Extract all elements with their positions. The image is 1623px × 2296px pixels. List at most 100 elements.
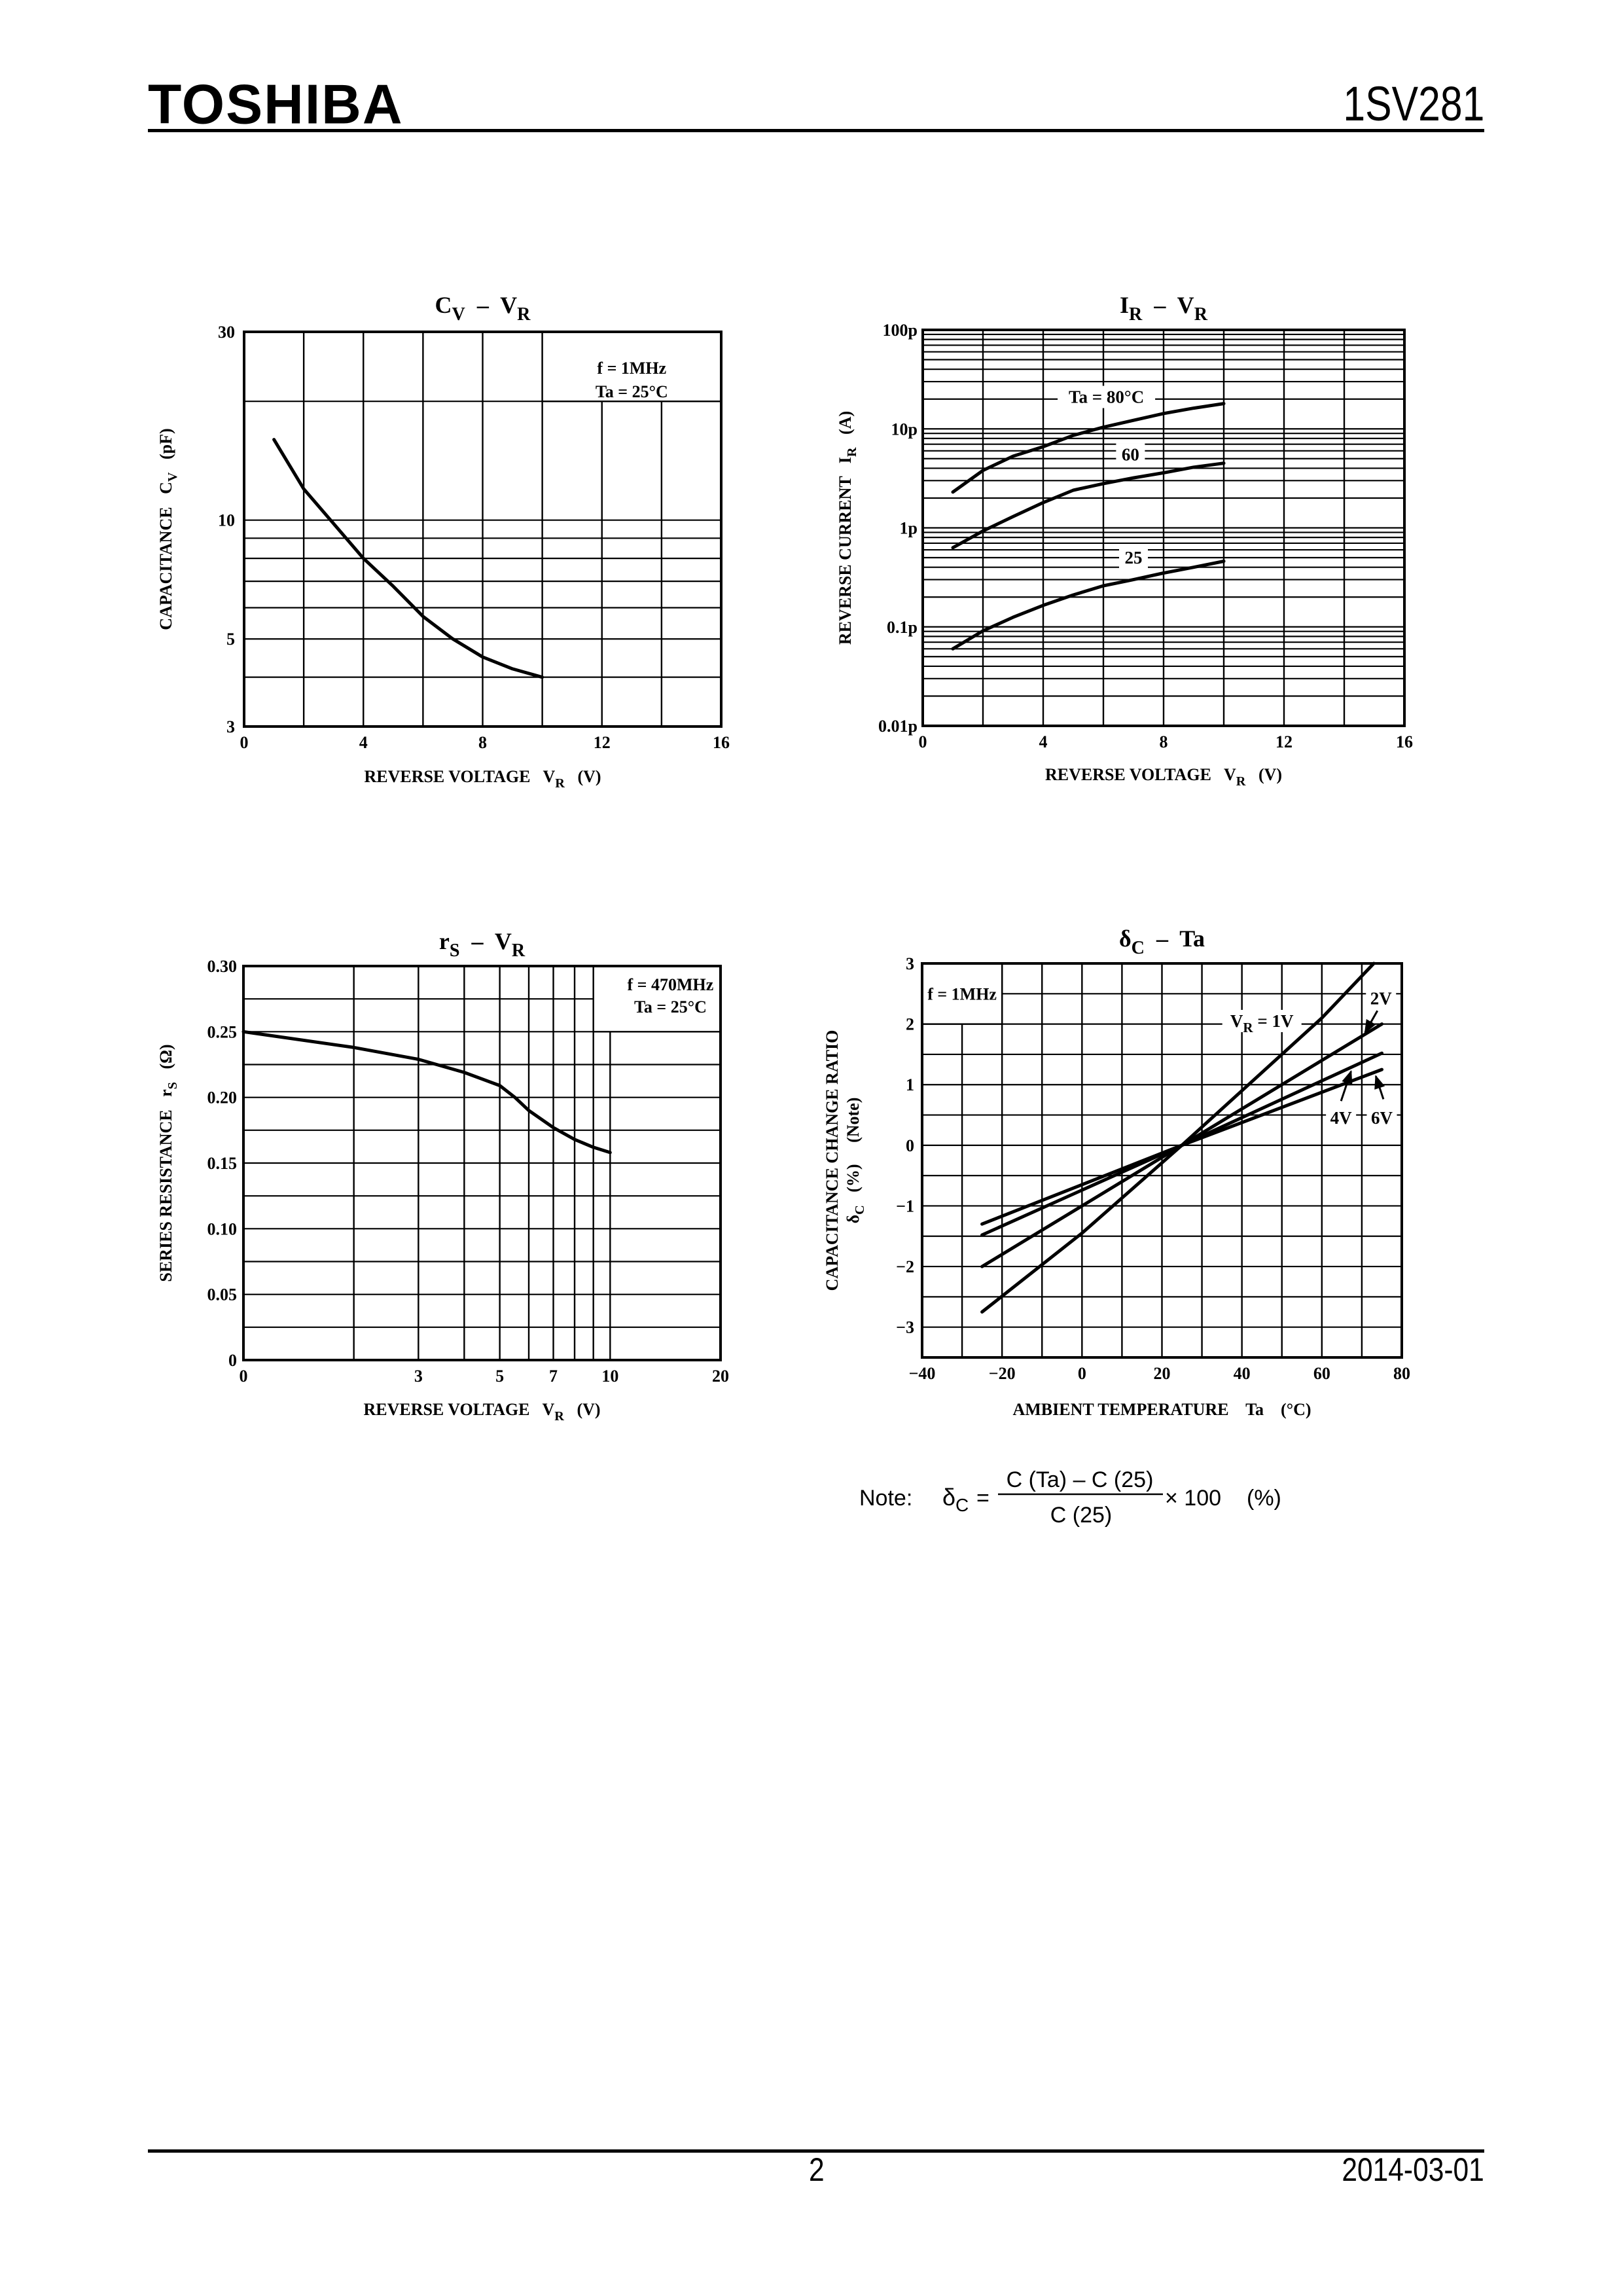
curve-label: 6V: [1371, 1108, 1393, 1128]
arrow-icon: [1340, 1069, 1353, 1102]
x-tick-label: 0: [240, 1367, 248, 1386]
y-tick-label: 2: [906, 1015, 914, 1034]
note-label: Note:: [859, 1486, 912, 1511]
x-tick-label: 0: [240, 733, 249, 752]
chart-3: f = 470MHz Ta = 25°C 0 3 5 7 10 20 0 0.05 0.10 0.15…: [156, 928, 729, 1424]
note-unit: (%): [1247, 1486, 1281, 1511]
series-line-1: [241, 1030, 612, 1155]
curve-label: 4V: [1330, 1108, 1353, 1128]
note-numerator: C (Ta) – C (25): [1007, 1467, 1154, 1492]
y-tick-label: 0.05: [207, 1285, 238, 1304]
y-tick-label: 0.30: [207, 957, 238, 976]
x-tick-label: −40: [909, 1364, 936, 1383]
curve-label-bg: [1366, 1107, 1397, 1130]
y-tick-label: 5: [226, 630, 235, 649]
series-line-1: [980, 961, 1376, 1314]
series-line-1: [272, 438, 544, 679]
plot-frame: [921, 962, 1403, 1359]
x-tick-label: 8: [1160, 732, 1168, 751]
y-tick-label: 100p: [883, 321, 918, 340]
x-tick-label: 7: [549, 1367, 558, 1386]
footer-rule: [148, 2149, 1484, 2153]
header-rule: [148, 129, 1484, 132]
capacitance-change-note: Note: δC = C (Ta) – C (25) C (25) × 100 …: [859, 1467, 1281, 1528]
x-axis-label: REVERSE VOLTAGE VR (V): [1045, 765, 1282, 789]
x-tick-label: 0: [919, 732, 927, 751]
x-axis-label: AMBIENT TEMPERATURE Ta (°C): [1012, 1400, 1311, 1419]
y-tick-label: 0: [906, 1136, 914, 1155]
y-tick-label: 0.10: [207, 1219, 238, 1238]
plot-frame: [243, 331, 722, 728]
conditions-box: [592, 965, 722, 1033]
y-axis-label: SERIES RESISTANCE rS (Ω): [156, 1044, 180, 1282]
y-tick-label: 10: [218, 511, 235, 530]
x-tick-label: 16: [1396, 732, 1413, 751]
series-line-1: [951, 402, 1226, 494]
curve-label: 25: [1125, 548, 1143, 567]
condition-text: Ta = 25°C: [596, 382, 668, 401]
x-tick-label: 10: [601, 1367, 618, 1386]
arrow-icon: [1364, 1010, 1379, 1034]
x-axis-label: REVERSE VOLTAGE VR (V): [363, 1400, 600, 1424]
toshiba-logo: TOSHIBA: [148, 72, 404, 135]
curve-label-bg: [1366, 987, 1397, 1010]
series-line-2: [951, 461, 1226, 550]
condition-text: f = 1MHz: [597, 359, 666, 378]
condition-text: f = 1MHz: [927, 984, 997, 1003]
condition-text: f = 470MHz: [628, 975, 714, 994]
y-tick-label: 0.15: [207, 1154, 238, 1173]
plot-frame: [921, 329, 1406, 727]
chart-1: f = 1MHz Ta = 25°C 0 4 8 12 16 3 5 10 30 CV – VR REV…: [156, 292, 730, 791]
y-tick-label: 0.20: [207, 1088, 238, 1107]
x-tick-label: 8: [478, 733, 487, 752]
part-number: 1SV281: [1343, 77, 1484, 131]
chart-title: rS – VR: [439, 928, 526, 961]
series-line-3: [951, 560, 1226, 651]
x-tick-label: 12: [1275, 732, 1293, 751]
x-axis-label: REVERSE VOLTAGE VR (V): [364, 767, 601, 791]
condition-text: Ta = 25°C: [634, 997, 707, 1016]
x-tick-label: 16: [713, 733, 730, 752]
x-tick-label: 12: [594, 733, 611, 752]
chart-2: Ta = 80°C 60 25 0 4 8 12 16 0.01p 0.1p 1p 10p 100p IR…: [836, 292, 1413, 789]
y-tick-label: 1p: [900, 519, 918, 538]
plot-frame: [242, 965, 722, 1361]
curve-label: Ta = 80°C: [1069, 387, 1144, 407]
grid: [923, 330, 1404, 726]
chart-title: CV – VR: [435, 292, 531, 325]
curve-label-bg: [1326, 1107, 1357, 1130]
y-tick-label: 3: [906, 954, 914, 973]
x-tick-label: 20: [712, 1367, 729, 1386]
curve-label-bg: [1222, 1009, 1302, 1032]
y-tick-label: 10p: [891, 420, 918, 439]
y-tick-label: −3: [896, 1318, 914, 1337]
curve-label: 2V: [1370, 989, 1393, 1009]
y-tick-label: 0: [228, 1351, 237, 1370]
x-tick-label: 4: [359, 733, 368, 752]
y-tick-label: −2: [896, 1257, 914, 1276]
y-tick-label: 30: [218, 323, 235, 342]
x-tick-label: 4: [1039, 732, 1048, 751]
curve-label-bg: [1116, 443, 1145, 466]
curve-label: 60: [1122, 445, 1139, 465]
x-tick-label: 20: [1154, 1364, 1171, 1383]
curve-label-bg: [1058, 386, 1156, 408]
y-axis-label: CAPACITANCE CHANGE RATIO: [823, 1030, 842, 1291]
y-axis-label: δC (%) (Note): [844, 1098, 867, 1224]
arrow-icon: [1374, 1075, 1385, 1100]
series-line-4: [980, 1067, 1383, 1226]
x-tick-label: 0: [1078, 1364, 1086, 1383]
chart-title: δC – Ta: [1119, 925, 1205, 958]
page-number: 2: [809, 2151, 825, 2188]
note-symbol: δC: [942, 1484, 969, 1515]
x-tick-label: 40: [1234, 1364, 1251, 1383]
chart-title: IR – VR: [1120, 292, 1208, 325]
x-tick-label: 60: [1313, 1364, 1330, 1383]
x-tick-label: 3: [414, 1367, 423, 1386]
conditions-box: [541, 331, 722, 403]
y-axis-label: REVERSE CURRENT IR (A): [836, 411, 859, 645]
note-equals: =: [976, 1486, 990, 1511]
y-tick-label: 0.25: [207, 1022, 238, 1041]
note-denominator: C (25): [1050, 1503, 1112, 1528]
